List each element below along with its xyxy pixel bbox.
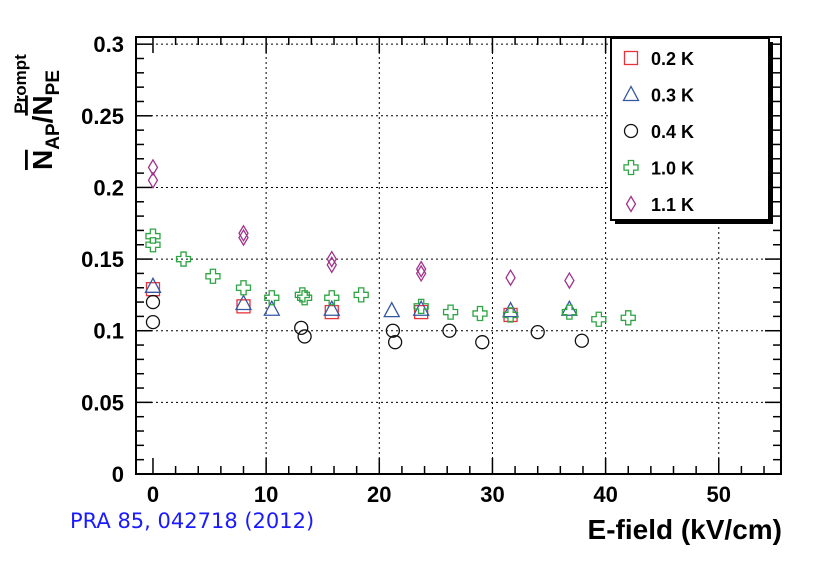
data-point-1-0-k	[145, 237, 161, 253]
data-point-0-3-k	[501, 301, 520, 318]
data-point-1-0-k	[561, 304, 578, 320]
data-point-0-3-k	[412, 299, 430, 316]
data-point-1-1-k	[415, 260, 427, 278]
data-point-1-0-k	[296, 290, 313, 306]
data-point-1-1-k	[238, 228, 249, 247]
data-point-0-2-k	[414, 304, 429, 320]
y-tick-label: 0.1	[93, 319, 124, 344]
data-point-1-0-k	[324, 290, 340, 306]
y-axis-title-n2: N	[27, 95, 58, 115]
data-point-0-4-k	[574, 333, 589, 348]
y-axis-title-sup: Prompt	[11, 54, 30, 114]
x-tick-label: 0	[147, 482, 159, 507]
data-point-1-0-k	[145, 228, 161, 244]
legend-marker-0-3-k	[622, 85, 640, 102]
data-point-0-3-k	[234, 294, 253, 311]
data-point-1-1-k	[147, 158, 159, 177]
plot-area: 0 10 20 30 40 50 0 0.05 0.1 0.15 0.2 0.25 0.3 0.2 K 0.…	[81, 32, 782, 507]
data-point-1-0-k	[294, 287, 310, 303]
x-tick-label: 40	[593, 482, 617, 507]
y-axis-title-sub2: PE	[43, 70, 64, 95]
y-axis-title-n1: N	[27, 150, 58, 170]
plot-frame	[135, 36, 782, 475]
data-point-1-0-k	[264, 290, 280, 306]
data-point-0-2-k	[324, 304, 339, 320]
data-point-0-3-k	[323, 299, 341, 316]
data-point-0-4-k	[475, 335, 490, 350]
citation-label: PRA 85, 042718 (2012)	[70, 509, 315, 533]
data-point-1-0-k	[413, 298, 429, 315]
data-point-1-0-k	[353, 287, 369, 303]
data-point-0-2-k	[236, 299, 251, 314]
data-point-1-0-k	[205, 268, 221, 284]
y-axis-title: NAP/NPE Prompt	[11, 54, 64, 170]
x-tick-label: 50	[707, 482, 731, 507]
data-point-1-0-k	[175, 251, 192, 267]
data-point-0-4-k	[442, 323, 457, 338]
data-point-1-0-k	[591, 311, 607, 327]
legend-marker-1-0-k	[623, 159, 639, 176]
data-point-1-0-k	[472, 305, 488, 322]
data-point-1-1-k	[415, 264, 427, 283]
data-point-0-4-k	[530, 325, 545, 340]
legend-marker-0-2-k	[623, 50, 639, 66]
y-tick-label: 0.2	[93, 175, 124, 200]
data-point-1-0-k	[620, 310, 636, 326]
data-point-0-3-k	[263, 299, 281, 316]
data-point-1-1-k	[326, 250, 338, 268]
legend-label-1-1-k: 1.1 K	[651, 195, 694, 215]
data-point-0-3-k	[383, 301, 401, 318]
data-point-0-3-k	[560, 299, 578, 316]
legend-label-0-4-k: 0.4 K	[651, 122, 694, 142]
data-point-1-1-k	[238, 224, 249, 243]
y-tick-label: 0.15	[81, 247, 124, 272]
data-point-0-4-k	[145, 314, 161, 330]
data-point-0-2-k	[145, 282, 161, 297]
data-point-0-4-k	[385, 323, 401, 338]
x-axis-title: E-field (kV/cm)	[588, 514, 782, 545]
data-point-0-4-k	[387, 335, 403, 350]
legend-label-1-0-k: 1.0 K	[651, 159, 694, 179]
y-axis-title-slash: /	[27, 115, 58, 123]
data-point-0-4-k	[145, 294, 161, 310]
y-tick-label: 0.05	[81, 390, 124, 415]
data-point-1-0-k	[442, 304, 459, 320]
legend-label-0-3-k: 0.3 K	[651, 86, 694, 106]
y-tick-label: 0.3	[93, 32, 124, 57]
y-axis-title-sub1: AP	[43, 123, 64, 150]
svg-text:NAP/NPE: NAP/NPE	[27, 70, 64, 170]
data-point-0-4-k	[294, 320, 309, 336]
legend-marker-0-4-k	[623, 123, 639, 139]
x-tick-label: 10	[254, 482, 278, 507]
data-point-0-4-k	[297, 329, 312, 344]
y-tick-label: 0.25	[81, 104, 124, 129]
y-tick-label: 0	[112, 462, 124, 487]
legend-label-0-2-k: 0.2 K	[651, 49, 694, 69]
data-point-1-0-k	[235, 280, 252, 296]
data-point-1-1-k	[147, 171, 159, 190]
data-point-1-1-k	[505, 268, 516, 287]
data-point-0-3-k	[144, 276, 162, 293]
x-tick-label: 30	[480, 482, 504, 507]
data-point-1-0-k	[502, 307, 519, 323]
legend-marker-1-1-k	[625, 195, 637, 213]
data-point-1-1-k	[326, 256, 338, 274]
data-point-1-1-k	[564, 271, 575, 290]
x-tick-label: 20	[367, 482, 391, 507]
